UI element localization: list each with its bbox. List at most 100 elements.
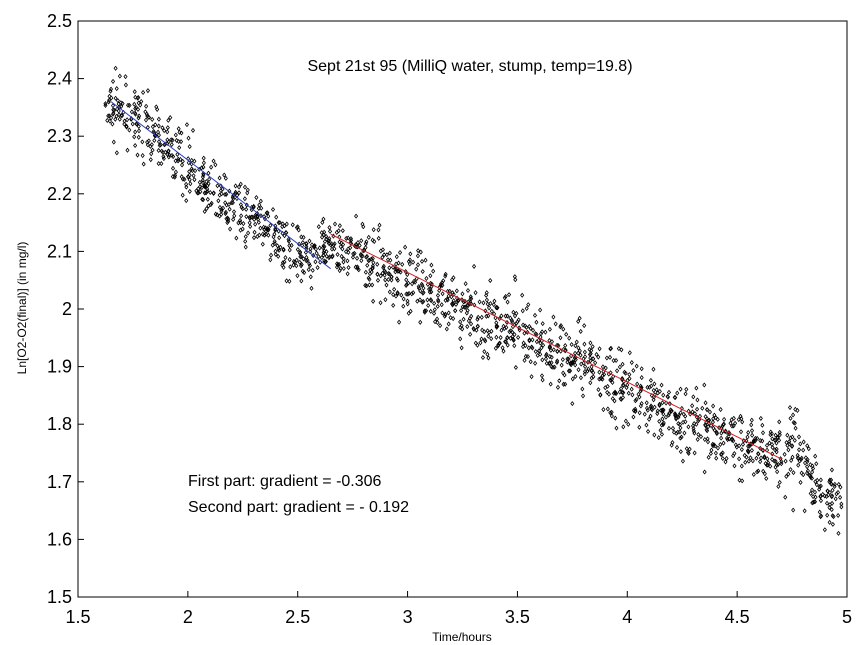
scatter-point	[683, 419, 688, 425]
scatter-point	[165, 129, 170, 135]
scatter-point	[574, 339, 579, 345]
scatter-point	[755, 435, 760, 441]
scatter-point	[787, 405, 793, 411]
scatter-point	[561, 381, 566, 387]
scatter-point	[324, 236, 329, 242]
scatter-point	[122, 118, 127, 124]
scatter-point	[204, 190, 209, 196]
scatter-point	[678, 449, 683, 455]
scatter-point	[438, 283, 443, 289]
scatter-point	[791, 507, 796, 513]
scatter-point	[393, 293, 398, 299]
scatter-point	[405, 291, 410, 297]
scatter-point	[382, 272, 387, 278]
scatter-point	[119, 113, 125, 119]
scatter-point	[764, 442, 770, 448]
scatter-point	[172, 172, 178, 178]
scatter-point	[337, 223, 342, 229]
scatter-point	[499, 327, 504, 333]
scatter-point	[605, 383, 610, 389]
scatter-point	[435, 292, 440, 299]
scatter-point	[156, 161, 161, 167]
scatter-point	[691, 425, 696, 432]
scatter-point	[468, 294, 473, 300]
scatter-point	[582, 341, 587, 347]
scatter-point	[298, 254, 303, 260]
scatter-point	[446, 293, 451, 299]
scatter-point	[838, 494, 843, 500]
scatter-point	[775, 435, 780, 441]
scatter-point	[576, 345, 581, 351]
scatter-point	[226, 201, 231, 208]
scatter-point	[707, 409, 712, 415]
scatter-point	[777, 479, 782, 485]
scatter-point	[777, 429, 782, 435]
scatter-point	[588, 340, 593, 346]
scatter-point	[414, 266, 419, 272]
scatter-point	[815, 477, 820, 483]
scatter-point	[415, 298, 420, 304]
scatter-point	[397, 319, 402, 325]
scatter-point	[625, 382, 630, 388]
scatter-point	[122, 121, 127, 127]
scatter-point	[421, 285, 426, 291]
scatter-point	[306, 267, 311, 273]
scatter-point	[826, 492, 831, 498]
scatter-point	[513, 364, 518, 371]
scatter-point	[415, 262, 421, 268]
scatter-point	[359, 258, 364, 264]
scatter-point	[156, 139, 162, 145]
scatter-point	[723, 459, 728, 465]
scatter-point	[156, 147, 161, 154]
scatter-point	[616, 346, 621, 352]
scatter-point	[201, 160, 206, 166]
scatter-point	[222, 172, 227, 178]
scatter-point	[401, 296, 406, 302]
scatter-point	[686, 450, 691, 456]
scatter-point	[232, 213, 237, 219]
scatter-point	[747, 443, 752, 449]
scatter-point	[450, 277, 455, 283]
scatter-point	[765, 456, 770, 462]
scatter-point	[367, 271, 373, 277]
scatter-point	[750, 432, 755, 438]
scatter-point	[406, 280, 411, 286]
scatter-point	[418, 319, 423, 325]
scatter-point	[728, 420, 733, 426]
scatter-point	[263, 231, 268, 237]
scatter-point	[791, 419, 796, 426]
scatter-point	[555, 348, 560, 354]
scatter-point	[657, 401, 662, 407]
scatter-point	[444, 326, 449, 332]
scatter-point	[150, 147, 155, 153]
scatter-point	[672, 394, 677, 400]
scatter-point	[301, 234, 306, 240]
scatter-point	[149, 151, 154, 157]
scatter-point	[479, 336, 484, 342]
scatter-point	[387, 250, 392, 256]
scatter-point	[660, 416, 665, 422]
scatter-point	[674, 430, 679, 436]
scatter-point	[136, 134, 141, 140]
scatter-point	[184, 122, 189, 128]
scatter-point	[746, 458, 751, 464]
scatter-point	[530, 337, 535, 343]
scatter-point	[327, 224, 332, 231]
scatter-point	[774, 462, 779, 468]
scatter-point	[344, 249, 349, 255]
scatter-point	[796, 434, 802, 440]
scatter-point	[796, 462, 801, 468]
scatter-point	[345, 271, 350, 277]
scatter-point	[191, 173, 196, 179]
scatter-point	[836, 512, 841, 519]
scatter-point	[419, 281, 424, 287]
scatter-point	[633, 406, 638, 412]
scatter-point	[563, 342, 568, 349]
scatter-point	[310, 267, 315, 273]
scatter-point	[201, 197, 206, 203]
scatter-point	[770, 451, 775, 457]
scatter-point	[309, 285, 314, 291]
scatter-point	[760, 422, 765, 428]
scatter-point	[523, 353, 528, 359]
scatter-point	[378, 273, 383, 279]
